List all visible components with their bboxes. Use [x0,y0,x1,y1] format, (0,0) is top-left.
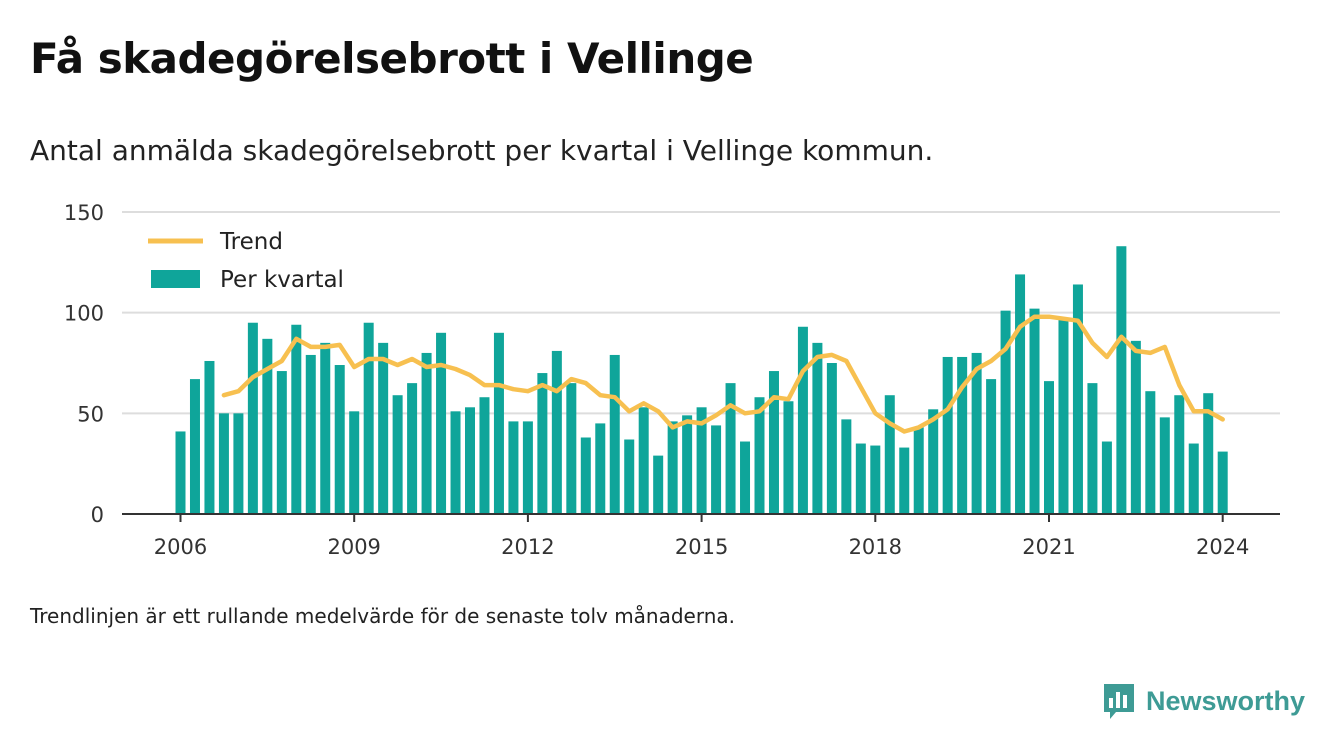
bar [812,342,823,514]
bar [624,439,635,514]
y-tick-label: 100 [64,302,104,326]
bar [884,395,895,514]
trend-series [221,314,1225,434]
bar [1029,308,1040,514]
bar [711,425,722,514]
bar [175,431,186,514]
bar [291,324,302,514]
bar [276,371,287,514]
bar [320,342,331,514]
bar [595,423,606,514]
bar [1217,451,1228,514]
bar [233,413,244,514]
bar [407,383,418,514]
bar [826,363,837,514]
bar [305,354,316,514]
bar [189,379,200,514]
legend-bar-label: Per kvartal [220,267,344,293]
bar [1159,417,1170,514]
bar [493,332,504,514]
bar [971,352,982,514]
bar [638,407,649,514]
brand-name: Newsworthy [1146,685,1306,716]
bar [913,427,924,514]
bar [436,332,447,514]
bar [1044,381,1054,514]
y-tick-label: 150 [64,201,104,225]
bar [421,352,432,514]
y-tick-label: 0 [91,503,104,527]
x-tick-label: 2012 [501,535,554,559]
bar [740,441,751,514]
x-tick-label: 2024 [1196,535,1249,559]
chart-subtitle: Antal anmälda skadegörelsebrott per kvar… [30,134,934,167]
x-tick-label: 2006 [154,535,207,559]
bar [1203,393,1214,514]
bar-line-chart: 0 50 100 150 2006 2009 2012 2015 2018 2021 2024 Tr… [64,201,1280,559]
bar [609,354,620,514]
bar [465,407,475,514]
footnote: Trendlinjen är ett rullande medelvärde f… [30,604,736,628]
y-tick-label: 50 [77,402,104,426]
legend: Trend Per kvartal [148,229,344,293]
bar [1101,441,1112,514]
bar [783,401,794,514]
bar [392,395,403,514]
bar [1087,383,1098,514]
bar [754,397,765,514]
bar [580,437,591,514]
bar [537,373,548,514]
bar [334,365,345,514]
bar [768,371,779,514]
brand-logo: Newsworthy [1102,682,1305,720]
bar [986,379,997,514]
bar [682,415,693,514]
bar-series [175,246,1228,514]
bar [1015,274,1026,514]
bar [870,445,881,514]
bar [899,447,910,514]
bar [928,409,939,514]
chart-title: Få skadegörelsebrott i Vellinge [30,34,754,83]
bar [1130,340,1141,514]
x-tick-label: 2009 [327,535,380,559]
bar [1072,284,1083,514]
bar [204,360,215,514]
bar [1116,246,1127,514]
bar [262,338,273,514]
x-tick-label: 2015 [675,535,728,559]
x-tick-label: 2021 [1022,535,1075,559]
bar [450,411,461,514]
bar [218,413,229,514]
legend-bar-swatch [151,270,200,288]
bar [942,356,953,514]
bar [378,342,389,514]
bar [551,350,562,514]
bar [1145,391,1156,514]
bar [653,455,664,514]
bar [855,443,866,514]
bar [667,421,678,514]
axes: 0 50 100 150 2006 2009 2012 2015 2018 2021 2024 [64,201,1280,559]
bar [841,419,852,514]
bar [1058,318,1069,514]
trend-line [221,314,1225,434]
bar [349,411,360,514]
bar [696,407,707,514]
bar [957,356,968,514]
bar [522,421,533,514]
newsworthy-logo-icon [1104,684,1134,719]
bar [1188,443,1199,514]
bar [363,322,374,514]
bar [797,326,808,514]
bar [1000,310,1011,514]
bar [725,383,736,514]
bar [566,383,577,514]
bar [479,397,490,514]
bar [1174,395,1185,514]
legend-trend-label: Trend [219,229,283,255]
x-tick-label: 2018 [849,535,902,559]
bar [508,421,519,514]
bar [247,322,258,514]
